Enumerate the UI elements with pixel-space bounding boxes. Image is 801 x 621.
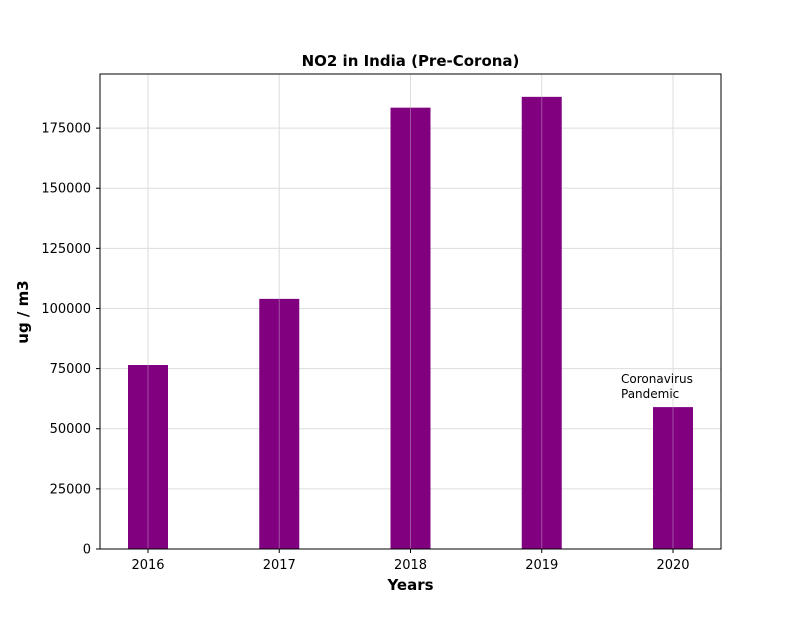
ticks-layer: 0 25000 50000 75000 100000 125000 150000 175000… bbox=[41, 122, 689, 573]
y-tick-label: 100000 bbox=[41, 302, 91, 317]
y-tick-label: 50000 bbox=[50, 422, 91, 437]
y-tick-label: 125000 bbox=[41, 242, 91, 257]
x-tick-label: 2018 bbox=[394, 558, 427, 573]
x-tick-label: 2019 bbox=[525, 558, 558, 573]
y-tick-label: 175000 bbox=[41, 122, 91, 137]
annotation-text: Coronavirus bbox=[621, 372, 693, 386]
y-tick-label: 25000 bbox=[50, 482, 91, 497]
chart-title: NO2 in India (Pre-Corona) bbox=[302, 52, 520, 70]
x-tick-label: 2016 bbox=[131, 558, 164, 573]
y-tick-label: 75000 bbox=[50, 362, 91, 377]
x-tick-label: 2017 bbox=[263, 558, 296, 573]
x-axis-title: Years bbox=[386, 576, 433, 594]
y-axis-title: ug / m3 bbox=[14, 280, 32, 343]
annotation-text: Pandemic bbox=[621, 387, 679, 401]
x-tick-label: 2020 bbox=[656, 558, 689, 573]
bars-layer bbox=[128, 96, 693, 550]
y-tick-label: 0 bbox=[83, 543, 91, 558]
y-tick-label: 150000 bbox=[41, 182, 91, 197]
